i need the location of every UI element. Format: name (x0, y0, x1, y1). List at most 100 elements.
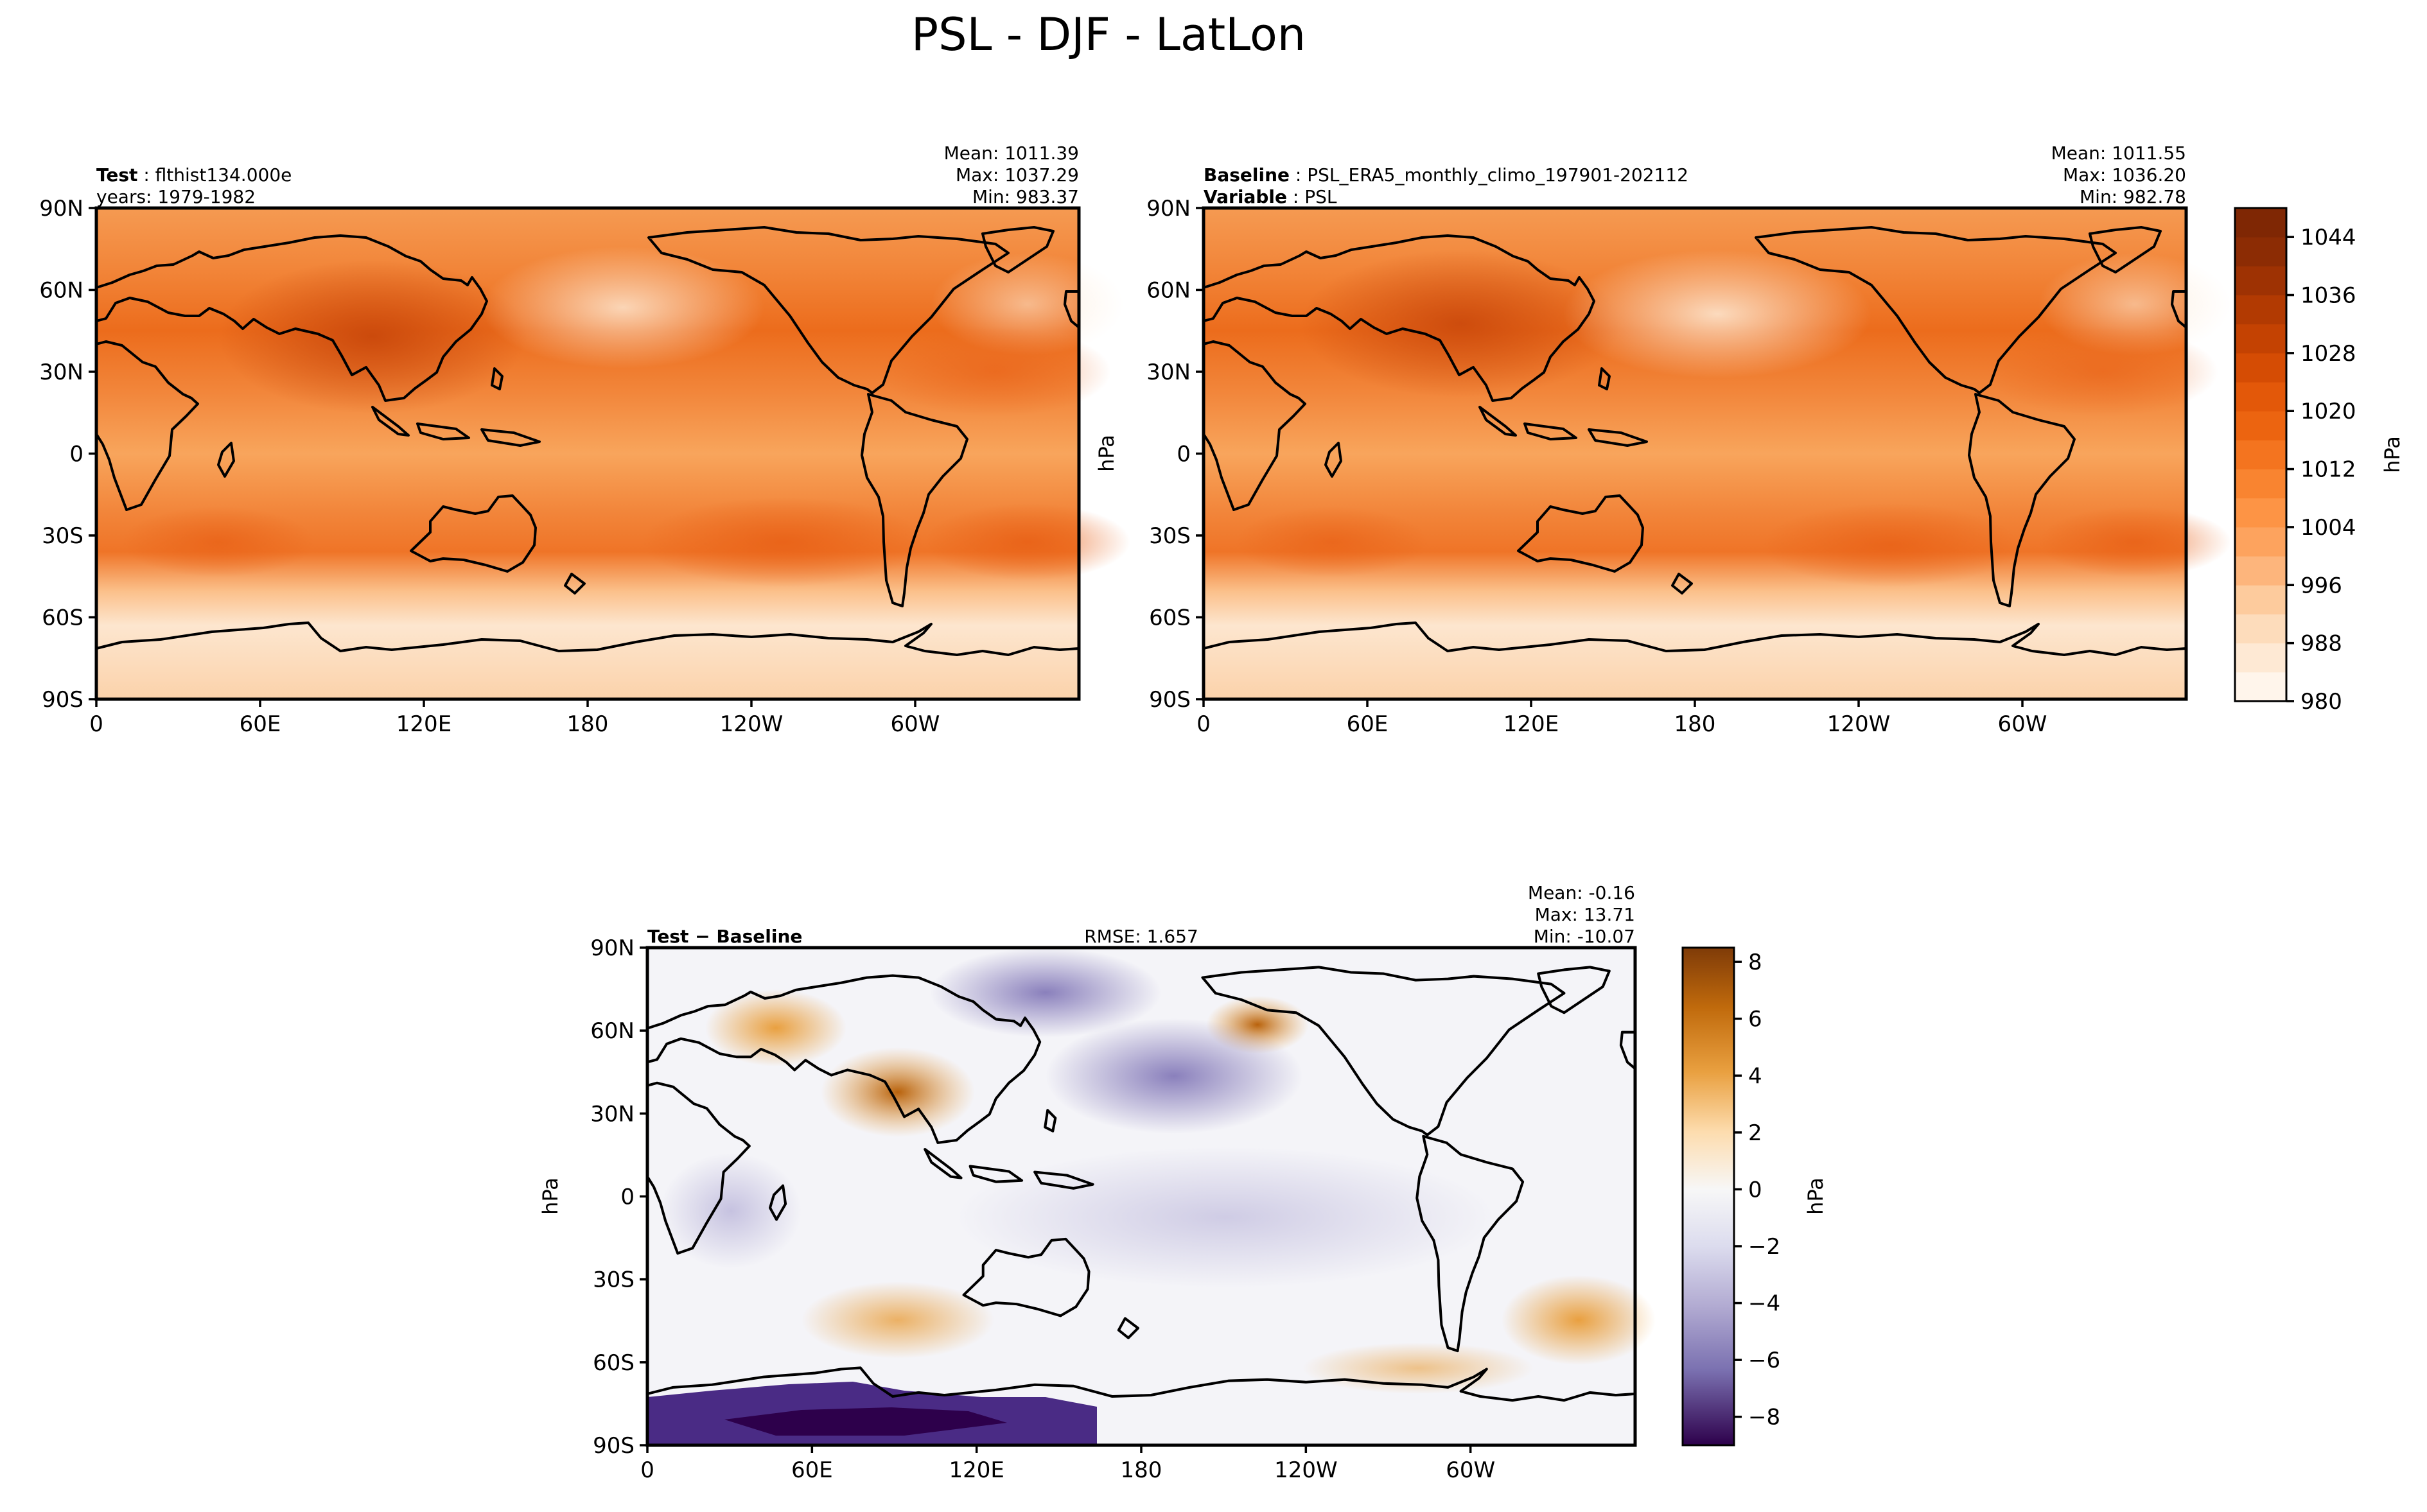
panel-test: 90N 60N 30N 0 30S 60S 90S 0 60E 120E 180 120W 60W T… (39, 143, 1130, 737)
aleutian-low (1563, 250, 1871, 378)
colorbar-diff-tick-label: 2 (1748, 1120, 1762, 1146)
baseline-label: Baseline (1204, 164, 1290, 186)
variable-label: Variable (1204, 186, 1287, 207)
test-label: Test (96, 164, 137, 186)
colorbar-diff-tick-label: 4 (1748, 1063, 1762, 1089)
diff-positive-south-pacific (1302, 1343, 1534, 1394)
x-tick-label: 120E (1503, 711, 1559, 737)
colorbar-psl-tick-label: 1044 (2300, 225, 2356, 250)
x-axis-ticks: 0 60E 120E 180 120W 60W (640, 1445, 1495, 1483)
panel-test-max: Max: 1037.29 (956, 164, 1079, 186)
siberian-high (1300, 250, 1621, 397)
diff-negative-antarctica-core (724, 1407, 1007, 1436)
colorbar-psl-label: hPa (2380, 436, 2405, 473)
y-tick-label: 60S (1149, 605, 1191, 631)
colorbar-diff-tick-label: 0 (1748, 1177, 1762, 1203)
y-tick-label: 90S (593, 1433, 635, 1459)
y-tick-label: 30N (1146, 360, 1191, 385)
colorbar-psl-segment (2235, 324, 2286, 354)
colorbar-psl-segment (2235, 382, 2286, 412)
y-tick-label: 90S (42, 687, 83, 713)
colorbar-psl-tick-label: 1012 (2300, 457, 2356, 483)
panel-diff-rmse: RMSE: 1.657 (1084, 926, 1198, 947)
diff-positive-south-atlantic (1502, 1275, 1656, 1365)
colorbar-psl-tick-label: 1028 (2300, 341, 2356, 367)
baseline-case-name: PSL_ERA5_monthly_climo_197901-202112 (1307, 164, 1688, 186)
panel-test-title: Test : flthist134.000e (96, 164, 292, 186)
colorbar-diff-ticks: 8 6 4 2 0 −2 −4 −6 −8 (1734, 950, 1780, 1430)
colorbar-psl-tick-label: 1036 (2300, 283, 2356, 309)
panel-baseline-title: Baseline : PSL_ERA5_monthly_climo_197901… (1204, 164, 1688, 186)
colorbar-psl-segment (2235, 672, 2286, 702)
diff-positive-indian (802, 1282, 994, 1359)
panel-baseline-mean: Mean: 1011.55 (2051, 143, 2186, 164)
y-tick-label: 30S (593, 1267, 635, 1293)
x-tick-label: 60E (240, 711, 281, 737)
x-tick-label: 0 (89, 711, 103, 737)
colorbar-psl-segment (2235, 208, 2286, 238)
x-tick-label: 180 (567, 711, 609, 737)
colorbar-psl: 1044 1036 1028 1020 1012 1004 996 988 980 hPa (2234, 207, 2405, 715)
siberian-high (218, 259, 527, 413)
subtropical-high-1 (642, 497, 925, 587)
subtropical-high-3 (122, 507, 315, 577)
colorbar-psl-tick-label: 996 (2300, 573, 2342, 598)
test-case-name: flthist134.000e (155, 164, 292, 186)
colorbar-psl-segment (2235, 295, 2286, 325)
x-tick-label: 120E (949, 1457, 1004, 1483)
y-tick-label: 90N (590, 935, 635, 961)
diff-positive-tibet (821, 1047, 975, 1137)
colorbar-diff-tick-label: −6 (1748, 1348, 1780, 1373)
y-tick-label: 0 (69, 442, 83, 467)
colorbar-psl-segment (2235, 440, 2286, 470)
colorbar-psl-tick-label: 1020 (2300, 399, 2356, 424)
test-label-separator: : (137, 164, 155, 186)
panel-baseline-variable: Variable : PSL (1204, 186, 1337, 207)
y-axis-ticks: 90N 60N 30N 0 30S 60S 90S (1146, 196, 1204, 713)
x-tick-label: 60E (791, 1457, 833, 1483)
colorbar-psl-segment (2235, 411, 2286, 440)
diff-negative-africa (660, 1153, 802, 1269)
y-tick-label: 30S (1149, 523, 1191, 549)
y-tick-label: 0 (1177, 442, 1191, 467)
y-tick-label: 60N (39, 278, 83, 304)
diff-negative-arctic (930, 948, 1161, 1038)
colorbar-diff-tick-label: −2 (1748, 1234, 1780, 1260)
panel-diff-ylabel: hPa (538, 1177, 563, 1215)
subtropical-high-1 (1762, 503, 2019, 587)
subtropical-high-4 (1987, 327, 2218, 417)
x-tick-label: 60W (1998, 711, 2047, 737)
subtropical-high-2 (2038, 507, 2231, 577)
baseline-label-separator: : (1290, 164, 1307, 186)
colorbar-psl-segments (2235, 208, 2286, 702)
x-tick-label: 60W (891, 711, 940, 737)
colorbar-diff-tick-label: −4 (1748, 1291, 1780, 1317)
aleutian-low (482, 247, 764, 369)
y-tick-label: 60S (42, 605, 83, 631)
y-axis-ticks: 90N 60N 30N 0 30S 60S 90S (39, 196, 96, 713)
colorbar-psl-segment (2235, 585, 2286, 614)
x-axis-ticks: 0 60E 120E 180 120W 60W (1196, 699, 2047, 737)
colorbar-psl-tick-label: 980 (2300, 689, 2342, 715)
figure-suptitle: PSL - DJF - LatLon (911, 8, 1306, 61)
colorbar-psl-segment (2235, 266, 2286, 296)
subtropical-high-2 (925, 503, 1130, 580)
x-tick-label: 180 (1674, 711, 1716, 737)
panel-test-mean: Mean: 1011.39 (944, 143, 1079, 164)
colorbar-psl-ticks: 1044 1036 1028 1020 1012 1004 996 988 980 (2286, 225, 2356, 715)
colorbar-diff-label: hPa (1803, 1177, 1828, 1215)
y-tick-label: 0 (620, 1185, 635, 1210)
panel-diff-mean: Mean: -0.16 (1528, 882, 1635, 903)
y-tick-label: 30S (42, 523, 83, 549)
colorbar-psl-segment (2235, 526, 2286, 557)
y-tick-label: 30N (590, 1101, 635, 1127)
colorbar-diff-frame (1681, 946, 1735, 1447)
colorbar-psl-segment (2235, 614, 2286, 644)
y-tick-label: 30N (39, 360, 83, 385)
colorbar-psl-segment (2235, 498, 2286, 528)
colorbar-diff: 8 6 4 2 0 −2 −4 −6 −8 hPa (1681, 946, 1828, 1447)
panel-baseline-min: Min: 982.78 (2080, 186, 2186, 207)
y-axis-ticks: 90N 60N 30N 0 30S 60S 90S (590, 935, 647, 1459)
panel-diff: 90N 60N 30N 0 30S 60S 90S 0 60E 120E 180 120W 60W h… (538, 882, 1656, 1483)
